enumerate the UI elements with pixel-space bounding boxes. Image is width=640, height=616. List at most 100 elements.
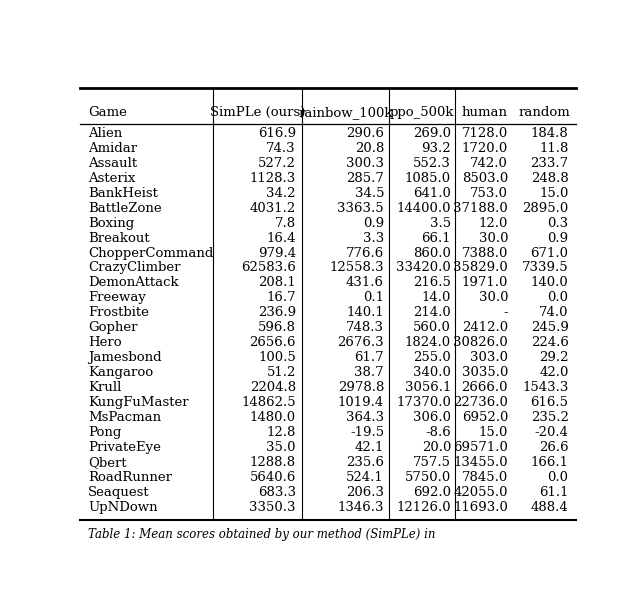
Text: 12.0: 12.0 xyxy=(479,217,508,230)
Text: 0.0: 0.0 xyxy=(548,471,568,484)
Text: 12558.3: 12558.3 xyxy=(330,261,384,275)
Text: 0.1: 0.1 xyxy=(363,291,384,304)
Text: 69571.0: 69571.0 xyxy=(453,441,508,454)
Text: 255.0: 255.0 xyxy=(413,351,451,364)
Text: 8503.0: 8503.0 xyxy=(462,172,508,185)
Text: 0.3: 0.3 xyxy=(547,217,568,230)
Text: 364.3: 364.3 xyxy=(346,411,384,424)
Text: Table 1: Mean scores obtained by our method (SimPLe) in: Table 1: Mean scores obtained by our met… xyxy=(88,529,435,541)
Text: 5750.0: 5750.0 xyxy=(404,471,451,484)
Text: 290.6: 290.6 xyxy=(346,127,384,140)
Text: 4031.2: 4031.2 xyxy=(250,201,296,214)
Text: 38.7: 38.7 xyxy=(355,366,384,379)
Text: 1085.0: 1085.0 xyxy=(405,172,451,185)
Text: 0.0: 0.0 xyxy=(548,291,568,304)
Text: 206.3: 206.3 xyxy=(346,485,384,498)
Text: 3.3: 3.3 xyxy=(363,232,384,245)
Text: 641.0: 641.0 xyxy=(413,187,451,200)
Text: 7.8: 7.8 xyxy=(275,217,296,230)
Text: 7339.5: 7339.5 xyxy=(522,261,568,275)
Text: Gopher: Gopher xyxy=(88,321,138,334)
Text: 300.3: 300.3 xyxy=(346,157,384,170)
Text: 233.7: 233.7 xyxy=(531,157,568,170)
Text: 683.3: 683.3 xyxy=(258,485,296,498)
Text: 17370.0: 17370.0 xyxy=(396,396,451,409)
Text: 35.0: 35.0 xyxy=(266,441,296,454)
Text: 30826.0: 30826.0 xyxy=(453,336,508,349)
Text: 3363.5: 3363.5 xyxy=(337,201,384,214)
Text: 1824.0: 1824.0 xyxy=(405,336,451,349)
Text: 7128.0: 7128.0 xyxy=(462,127,508,140)
Text: 245.9: 245.9 xyxy=(531,321,568,334)
Text: 236.9: 236.9 xyxy=(258,306,296,319)
Text: 30.0: 30.0 xyxy=(479,232,508,245)
Text: 20.8: 20.8 xyxy=(355,142,384,155)
Text: PrivateEye: PrivateEye xyxy=(88,441,161,454)
Text: 248.8: 248.8 xyxy=(531,172,568,185)
Text: 979.4: 979.4 xyxy=(258,246,296,259)
Text: 5640.6: 5640.6 xyxy=(250,471,296,484)
Text: 616.9: 616.9 xyxy=(258,127,296,140)
Text: 100.5: 100.5 xyxy=(258,351,296,364)
Text: 12126.0: 12126.0 xyxy=(396,501,451,514)
Text: DemonAttack: DemonAttack xyxy=(88,277,179,290)
Text: Game: Game xyxy=(88,107,127,120)
Text: 235.2: 235.2 xyxy=(531,411,568,424)
Text: -: - xyxy=(504,306,508,319)
Text: 2978.8: 2978.8 xyxy=(338,381,384,394)
Text: Qbert: Qbert xyxy=(88,456,127,469)
Text: 42.1: 42.1 xyxy=(355,441,384,454)
Text: 1543.3: 1543.3 xyxy=(522,381,568,394)
Text: 16.7: 16.7 xyxy=(266,291,296,304)
Text: 22736.0: 22736.0 xyxy=(453,396,508,409)
Text: Seaquest: Seaquest xyxy=(88,485,150,498)
Text: ppo_500k: ppo_500k xyxy=(390,107,454,120)
Text: 776.6: 776.6 xyxy=(346,246,384,259)
Text: 560.0: 560.0 xyxy=(413,321,451,334)
Text: 34.5: 34.5 xyxy=(355,187,384,200)
Text: 11.8: 11.8 xyxy=(539,142,568,155)
Text: 1480.0: 1480.0 xyxy=(250,411,296,424)
Text: 140.0: 140.0 xyxy=(531,277,568,290)
Text: 30.0: 30.0 xyxy=(479,291,508,304)
Text: Alien: Alien xyxy=(88,127,122,140)
Text: 66.1: 66.1 xyxy=(421,232,451,245)
Text: 0.9: 0.9 xyxy=(363,217,384,230)
Text: Frostbite: Frostbite xyxy=(88,306,149,319)
Text: random: random xyxy=(518,107,570,120)
Text: 235.6: 235.6 xyxy=(346,456,384,469)
Text: 184.8: 184.8 xyxy=(531,127,568,140)
Text: RoadRunner: RoadRunner xyxy=(88,471,172,484)
Text: 1288.8: 1288.8 xyxy=(250,456,296,469)
Text: 35829.0: 35829.0 xyxy=(453,261,508,275)
Text: 13455.0: 13455.0 xyxy=(453,456,508,469)
Text: 16.4: 16.4 xyxy=(266,232,296,245)
Text: KungFuMaster: KungFuMaster xyxy=(88,396,189,409)
Text: Boxing: Boxing xyxy=(88,217,134,230)
Text: 37188.0: 37188.0 xyxy=(453,201,508,214)
Text: 2676.3: 2676.3 xyxy=(337,336,384,349)
Text: 51.2: 51.2 xyxy=(266,366,296,379)
Text: 692.0: 692.0 xyxy=(413,485,451,498)
Text: Asterix: Asterix xyxy=(88,172,135,185)
Text: 2895.0: 2895.0 xyxy=(522,201,568,214)
Text: 15.0: 15.0 xyxy=(479,426,508,439)
Text: 14.0: 14.0 xyxy=(422,291,451,304)
Text: 527.2: 527.2 xyxy=(258,157,296,170)
Text: Jamesbond: Jamesbond xyxy=(88,351,161,364)
Text: human: human xyxy=(461,107,508,120)
Text: 757.5: 757.5 xyxy=(413,456,451,469)
Text: 7388.0: 7388.0 xyxy=(461,246,508,259)
Text: 616.5: 616.5 xyxy=(531,396,568,409)
Text: 42055.0: 42055.0 xyxy=(454,485,508,498)
Text: Assault: Assault xyxy=(88,157,137,170)
Text: 214.0: 214.0 xyxy=(413,306,451,319)
Text: 93.2: 93.2 xyxy=(421,142,451,155)
Text: BattleZone: BattleZone xyxy=(88,201,161,214)
Text: 6952.0: 6952.0 xyxy=(461,411,508,424)
Text: 29.2: 29.2 xyxy=(539,351,568,364)
Text: 14400.0: 14400.0 xyxy=(397,201,451,214)
Text: 1019.4: 1019.4 xyxy=(338,396,384,409)
Text: 140.1: 140.1 xyxy=(346,306,384,319)
Text: Freeway: Freeway xyxy=(88,291,146,304)
